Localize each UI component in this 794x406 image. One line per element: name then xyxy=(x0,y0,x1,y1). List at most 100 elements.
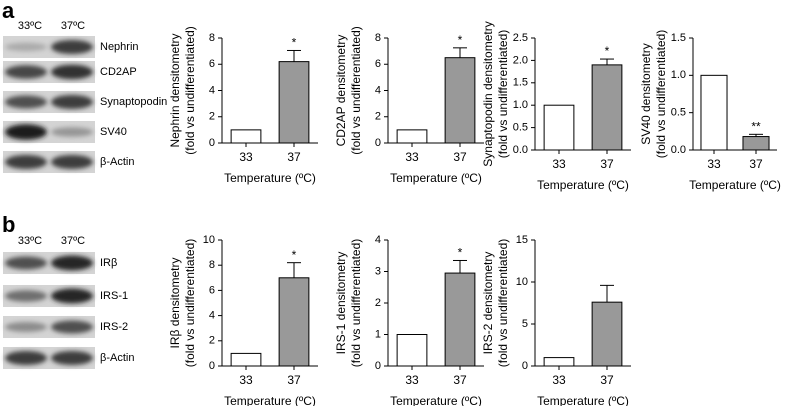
y-axis-label: (fold vs undifferentiated) xyxy=(496,239,510,368)
y-tick-label: 2 xyxy=(209,335,215,347)
x-axis-label: Temperature (ºC) xyxy=(224,171,316,185)
y-tick-label: 1.5 xyxy=(671,32,686,44)
x-axis-label: Temperature (ºC) xyxy=(537,178,629,192)
y-tick-label: 15 xyxy=(516,234,528,246)
y-axis-label: IRS-1 densitometry xyxy=(334,252,348,355)
blot-band xyxy=(51,155,93,169)
y-axis-label: (fold vs undifferentiated) xyxy=(654,30,668,159)
protein-label: β-Actin xyxy=(100,352,134,364)
bar xyxy=(444,272,476,367)
blot-band xyxy=(5,256,47,270)
x-axis-label: Temperature (ºC) xyxy=(390,171,482,185)
protein-label: IRS-2 xyxy=(100,321,128,333)
y-tick-label: 0.0 xyxy=(671,144,686,156)
blot-band xyxy=(51,40,93,54)
y-tick-label: 10 xyxy=(203,234,215,246)
x-tick-label: 37 xyxy=(453,373,467,387)
bar xyxy=(591,64,623,151)
y-tick-label: 2 xyxy=(375,111,381,123)
bar xyxy=(543,104,575,151)
y-tick-label: 6 xyxy=(375,58,381,70)
bar xyxy=(396,129,428,144)
protein-label: IRS-1 xyxy=(100,290,128,302)
blot-band xyxy=(5,95,47,109)
y-tick-label: 8 xyxy=(375,32,381,44)
panel-label: a xyxy=(2,0,15,23)
x-tick-label: 37 xyxy=(287,373,301,387)
y-tick-label: 1.0 xyxy=(513,99,528,111)
y-axis-label: Synaptopodin densitometry xyxy=(481,21,495,166)
significance-mark: * xyxy=(292,36,297,50)
significance-mark: * xyxy=(458,33,463,47)
bar xyxy=(444,57,476,144)
significance-mark: * xyxy=(458,246,463,260)
blot-band xyxy=(5,290,47,302)
blot-band xyxy=(5,42,47,52)
bar xyxy=(230,352,262,367)
blot-band xyxy=(5,322,47,332)
y-tick-label: 2.0 xyxy=(513,54,528,66)
bar xyxy=(278,61,310,144)
lane-label: 37ºC xyxy=(61,20,85,32)
protein-label: SV40 xyxy=(100,126,127,138)
x-tick-label: 33 xyxy=(552,157,566,171)
y-axis-label: CD2AP densitometry xyxy=(334,35,348,147)
protein-label: β-Actin xyxy=(100,156,134,168)
y-tick-label: 2 xyxy=(209,111,215,123)
lane-label: 33ºC xyxy=(18,235,42,247)
x-tick-label: 37 xyxy=(600,157,614,171)
y-tick-label: 2.5 xyxy=(513,32,528,44)
y-tick-label: 0.5 xyxy=(671,107,686,119)
blot-band xyxy=(51,95,93,109)
y-tick-label: 1.0 xyxy=(671,69,686,81)
blot-band xyxy=(5,124,47,140)
y-tick-label: 4 xyxy=(375,84,381,96)
y-tick-label: 0.5 xyxy=(513,122,528,134)
y-tick-label: 2 xyxy=(375,297,381,309)
y-axis-label: (fold vs undifferentiated) xyxy=(183,239,197,368)
lane-label: 37ºC xyxy=(61,235,85,247)
significance-mark: * xyxy=(605,44,610,58)
panel-label: b xyxy=(2,212,15,237)
x-axis-label: Temperature (ºC) xyxy=(390,394,482,406)
y-tick-label: 0 xyxy=(375,137,381,149)
protein-label: IRβ xyxy=(100,257,117,269)
x-tick-label: 33 xyxy=(707,157,721,171)
x-tick-label: 33 xyxy=(405,150,419,164)
x-tick-label: 33 xyxy=(552,373,566,387)
blot-band xyxy=(51,255,93,271)
y-tick-label: 8 xyxy=(209,259,215,271)
y-tick-label: 10 xyxy=(516,276,528,288)
y-tick-label: 1.5 xyxy=(513,77,528,89)
bar xyxy=(230,129,262,144)
y-tick-label: 6 xyxy=(209,58,215,70)
blot-band xyxy=(51,127,93,137)
lane-label: 33ºC xyxy=(18,20,42,32)
significance-mark: ** xyxy=(751,119,761,133)
x-tick-label: 33 xyxy=(405,373,419,387)
bar xyxy=(543,357,575,367)
x-tick-label: 33 xyxy=(239,373,253,387)
y-tick-label: 0 xyxy=(209,137,215,149)
y-axis-label: IRβ densitometry xyxy=(168,258,182,349)
y-tick-label: 0 xyxy=(375,360,381,372)
x-tick-label: 33 xyxy=(239,150,253,164)
y-axis-label: IRS-2 densitometry xyxy=(481,252,495,355)
y-axis-label: (fold vs undifferentiated) xyxy=(183,26,197,155)
y-tick-label: 0 xyxy=(209,360,215,372)
y-tick-label: 4 xyxy=(375,234,381,246)
bar xyxy=(742,136,770,151)
blot-band xyxy=(5,155,47,169)
y-tick-label: 3 xyxy=(375,265,381,277)
bar xyxy=(396,334,428,367)
y-tick-label: 4 xyxy=(209,84,215,96)
significance-mark: * xyxy=(292,248,297,262)
y-axis-label: (fold vs undifferentiated) xyxy=(496,30,510,159)
y-tick-label: 1 xyxy=(375,328,381,340)
y-tick-label: 6 xyxy=(209,284,215,296)
x-axis-label: Temperature (ºC) xyxy=(689,178,781,192)
protein-label: CD2AP xyxy=(100,66,137,78)
blot-band xyxy=(51,351,93,365)
bar xyxy=(278,277,310,367)
